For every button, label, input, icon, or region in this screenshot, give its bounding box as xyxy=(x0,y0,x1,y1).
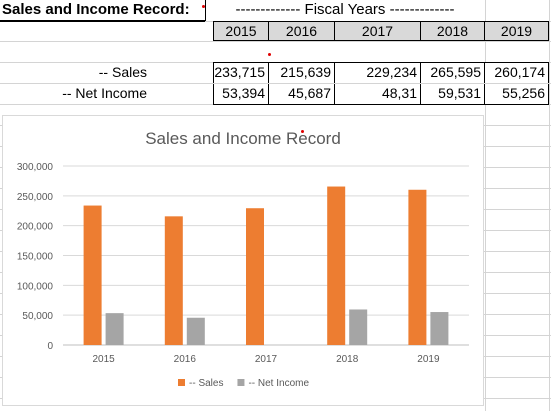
y-tick-label: 50,000 xyxy=(22,311,53,322)
sales-bar[interactable] xyxy=(83,205,102,345)
comment-marker xyxy=(202,5,205,8)
comment-marker xyxy=(268,53,271,56)
x-tick-label: 2018 xyxy=(336,354,359,365)
row-label-sales[interactable]: -- Sales xyxy=(0,63,205,83)
chart-title: Sales and Income Record xyxy=(145,129,341,148)
y-tick-label: 200,000 xyxy=(17,222,54,233)
y-tick-label: 150,000 xyxy=(17,252,54,263)
year-header-2015[interactable]: 2015 xyxy=(213,21,269,41)
year-header-2016[interactable]: 2016 xyxy=(269,21,335,41)
sales-2016[interactable]: 215,639 xyxy=(269,63,335,83)
y-tick-label: 0 xyxy=(47,341,53,352)
net-income-2018[interactable]: 59,531 xyxy=(421,84,485,104)
bar-chart[interactable]: Sales and Income Record 0 50,000 100,000 15… xyxy=(2,115,484,406)
fiscal-years-header[interactable]: ------------- Fiscal Years ------------- xyxy=(235,1,455,18)
sales-bar[interactable] xyxy=(164,216,183,345)
net-income-bar[interactable] xyxy=(430,312,449,345)
x-tick-label: 2019 xyxy=(417,354,440,365)
sales-2019[interactable]: 260,174 xyxy=(485,63,549,83)
comment-marker xyxy=(301,130,304,133)
y-tick-label: 300,000 xyxy=(17,162,54,173)
net-income-2016[interactable]: 45,687 xyxy=(269,84,335,104)
net-income-bar[interactable] xyxy=(105,313,124,345)
legend-swatch xyxy=(237,379,245,386)
chart-plot: 0 50,000 100,000 150,000 200,000 250,000 300,0… xyxy=(17,162,469,389)
net-income-2017[interactable]: 48,31 xyxy=(335,84,421,104)
year-header-2018[interactable]: 2018 xyxy=(421,21,485,41)
sales-bar[interactable] xyxy=(408,189,427,345)
sales-2018[interactable]: 265,595 xyxy=(421,63,485,83)
title-border xyxy=(205,0,206,21)
sales-bar[interactable] xyxy=(327,186,346,345)
net-income-bar[interactable] xyxy=(349,309,368,345)
title-underline xyxy=(0,20,205,22)
table-border-top xyxy=(213,62,549,63)
net-income-bar[interactable] xyxy=(186,317,205,345)
y-tick-label: 100,000 xyxy=(17,281,54,292)
net-income-2019[interactable]: 55,256 xyxy=(485,84,549,104)
net-income-2015[interactable]: 53,394 xyxy=(213,84,269,104)
y-tick-label: 250,000 xyxy=(17,192,54,203)
table-border-bottom xyxy=(213,104,549,105)
legend-net-income[interactable]: -- Net Income xyxy=(248,378,309,389)
row-label-net-income[interactable]: -- Net Income xyxy=(0,84,205,104)
x-tick-label: 2016 xyxy=(174,354,197,365)
sales-2015[interactable]: 233,715 xyxy=(213,63,269,83)
year-header-2019[interactable]: 2019 xyxy=(485,21,549,41)
x-tick-label: 2017 xyxy=(255,354,278,365)
year-header-2017[interactable]: 2017 xyxy=(335,21,421,41)
legend-swatch xyxy=(178,379,185,386)
x-tick-label: 2015 xyxy=(92,354,115,365)
legend-sales[interactable]: -- Sales xyxy=(189,378,223,389)
sales-2017[interactable]: 229,234 xyxy=(335,63,421,83)
sheet-title[interactable]: Sales and Income Record: xyxy=(0,0,205,21)
sales-bar[interactable] xyxy=(246,208,264,345)
